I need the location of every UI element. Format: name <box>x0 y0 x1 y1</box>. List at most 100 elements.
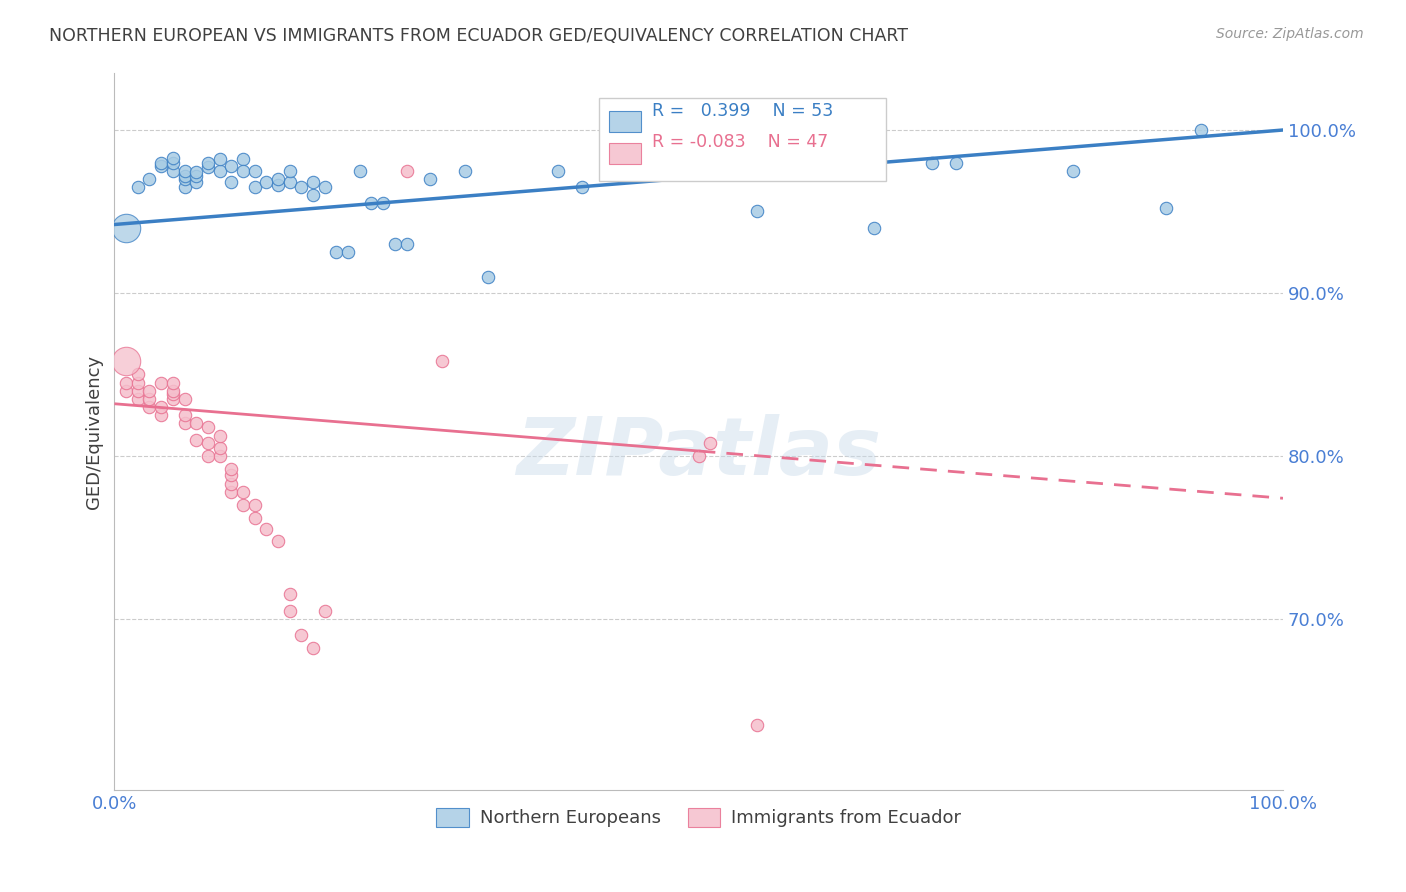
Point <box>197 435 219 450</box>
Point <box>278 175 301 189</box>
Point <box>186 417 208 431</box>
Point <box>314 180 336 194</box>
Point <box>138 400 160 414</box>
Point <box>395 237 418 252</box>
Point <box>173 169 195 183</box>
Point <box>1062 163 1084 178</box>
Point <box>254 175 277 189</box>
Point <box>219 159 242 173</box>
Point <box>699 435 721 450</box>
Point <box>278 604 301 618</box>
Text: NORTHERN EUROPEAN VS IMMIGRANTS FROM ECUADOR GED/EQUIVALENCY CORRELATION CHART: NORTHERN EUROPEAN VS IMMIGRANTS FROM ECU… <box>49 27 908 45</box>
Y-axis label: GED/Equivalency: GED/Equivalency <box>86 354 103 508</box>
Point <box>208 449 231 463</box>
Point <box>208 441 231 455</box>
Point <box>173 163 195 178</box>
Point <box>454 163 477 178</box>
Point <box>186 175 208 189</box>
Point <box>232 498 254 512</box>
Point <box>1154 201 1177 215</box>
Point <box>173 392 195 406</box>
Point <box>219 476 242 491</box>
Point <box>745 204 768 219</box>
Text: ZIPatlas: ZIPatlas <box>516 414 882 492</box>
Point <box>232 163 254 178</box>
Point <box>395 163 418 178</box>
Text: R = -0.083    N = 47: R = -0.083 N = 47 <box>652 133 828 151</box>
Point <box>360 196 382 211</box>
Point <box>325 245 347 260</box>
Point <box>208 163 231 178</box>
Point <box>232 153 254 167</box>
Point <box>186 433 208 447</box>
FancyBboxPatch shape <box>609 143 641 164</box>
Point <box>208 429 231 443</box>
Point <box>115 354 138 368</box>
Point <box>290 180 312 194</box>
Point <box>162 151 184 165</box>
Point <box>197 161 219 175</box>
Point <box>1189 123 1212 137</box>
Point <box>150 155 173 169</box>
Point <box>219 462 242 476</box>
Point <box>197 449 219 463</box>
Point <box>254 522 277 536</box>
Point <box>150 159 173 173</box>
Point <box>219 468 242 483</box>
Point <box>150 408 173 422</box>
Point <box>115 376 138 390</box>
Point <box>337 245 360 260</box>
Point <box>162 163 184 178</box>
Legend: Northern Europeans, Immigrants from Ecuador: Northern Europeans, Immigrants from Ecua… <box>429 801 969 835</box>
Point <box>302 188 325 202</box>
Point <box>162 376 184 390</box>
Point <box>150 400 173 414</box>
Point <box>314 604 336 618</box>
Point <box>547 163 569 178</box>
Point <box>267 178 290 193</box>
Point <box>290 628 312 642</box>
Point <box>243 498 266 512</box>
Point <box>243 180 266 194</box>
Point <box>138 172 160 186</box>
Point <box>197 155 219 169</box>
Point <box>430 354 453 368</box>
Point <box>267 533 290 548</box>
Point <box>232 484 254 499</box>
Point <box>278 587 301 601</box>
Point <box>863 220 886 235</box>
Point <box>945 155 967 169</box>
Point <box>173 180 195 194</box>
Point <box>373 196 395 211</box>
Point <box>127 392 149 406</box>
Point <box>278 163 301 178</box>
Point <box>219 484 242 499</box>
Point <box>127 368 149 382</box>
Point <box>186 169 208 183</box>
Point <box>267 172 290 186</box>
Point <box>162 392 184 406</box>
Point <box>243 163 266 178</box>
Point <box>384 237 406 252</box>
Point <box>127 376 149 390</box>
Point <box>419 172 441 186</box>
Point <box>349 163 371 178</box>
Point <box>302 641 325 656</box>
Point <box>302 175 325 189</box>
Point <box>173 417 195 431</box>
Point <box>138 392 160 406</box>
Point <box>219 175 242 189</box>
Point <box>173 172 195 186</box>
Point <box>115 220 138 235</box>
Text: Source: ZipAtlas.com: Source: ZipAtlas.com <box>1216 27 1364 41</box>
Point <box>571 180 593 194</box>
FancyBboxPatch shape <box>599 98 886 180</box>
Point <box>150 376 173 390</box>
Point <box>921 155 943 169</box>
Point <box>745 717 768 731</box>
Point <box>688 449 710 463</box>
Point <box>173 408 195 422</box>
Point <box>243 510 266 524</box>
Point <box>711 163 734 178</box>
Point <box>127 180 149 194</box>
